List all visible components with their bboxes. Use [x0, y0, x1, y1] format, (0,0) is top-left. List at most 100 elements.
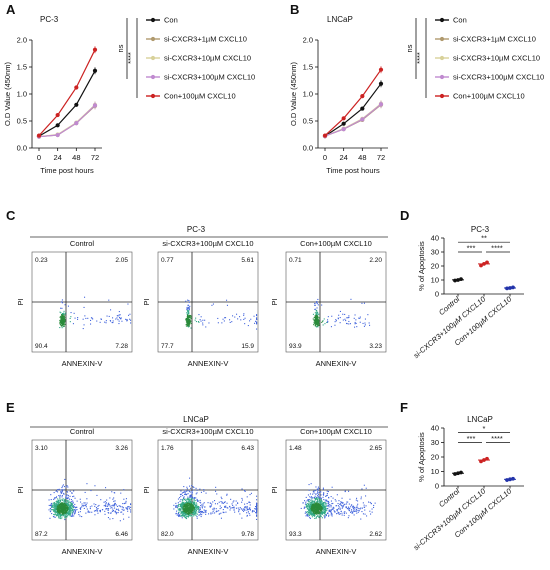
flow-x-label: ANNEXIN-V: [316, 359, 357, 368]
flow-y-label: PI: [142, 298, 151, 305]
data-point: [511, 285, 515, 290]
data-point: [511, 476, 515, 481]
flow-x-label: ANNEXIN-V: [316, 547, 357, 556]
flow-plot-title: si-CXCR3+100µM CXCL10: [162, 239, 253, 248]
legend-pc3: Con si-CXCR3+1µM CXCL10 si-CXCR3+10µM CXCL…: [116, 16, 255, 101]
data-point: [456, 278, 460, 282]
data-point: [341, 116, 346, 121]
y-axis-label: O.D Value (450nm): [3, 61, 12, 126]
x-tick-label: 48: [72, 153, 80, 162]
flow-x-label: ANNEXIN-V: [62, 547, 103, 556]
flow-row-lncap: Control 3.10 3.26 87.2 6.46 ANNEXIN-V PI si-CXC…: [16, 427, 387, 556]
flow-event-cloud: [59, 296, 132, 330]
series-line: [38, 49, 96, 137]
significance-label: ***: [467, 434, 476, 443]
data-point: [482, 458, 486, 462]
data-point: [508, 286, 512, 290]
data-point: [479, 263, 483, 268]
series-line: [324, 83, 382, 137]
y-tick-label: 10: [431, 467, 439, 476]
legend-label: si-CXCR3+10µM CXCL10: [164, 54, 251, 63]
y-axis-label: O.D Value (450nm): [289, 61, 298, 126]
y-tick-label: 1.5: [17, 63, 27, 72]
legend-label: si-CXCR3+100µM CXCL10: [164, 73, 255, 82]
series-line: [38, 105, 96, 138]
legend-label: Con: [453, 16, 467, 25]
data-point: [341, 121, 346, 126]
quadrant-lower-left: 93.3: [289, 531, 302, 538]
series-line: [324, 104, 382, 137]
y-tick-label: 0.5: [303, 117, 313, 126]
data-point: [505, 286, 509, 291]
data-point: [55, 112, 60, 118]
y-tick-label: 1.5: [303, 63, 313, 72]
quadrant-lower-right: 6.46: [115, 531, 128, 538]
data-point: [459, 470, 463, 475]
x-tick-label: 24: [53, 153, 61, 162]
quadrant-lower-right: 2.62: [369, 531, 382, 538]
legend-label: si-CXCR3+100µM CXCL10: [453, 73, 544, 82]
legend-label: Con+100µM CXCL10: [164, 92, 236, 101]
y-axis-label: % of Apoptosis: [417, 432, 426, 482]
y-tick-label: 0.5: [17, 117, 27, 126]
y-tick-label: 0.0: [303, 144, 313, 153]
x-tick-label: 72: [91, 153, 99, 162]
series-line: [324, 69, 382, 137]
panel-a-title: PC-3: [40, 15, 59, 24]
significance-label: ***: [467, 244, 476, 253]
x-axis-label: Time post hours: [326, 166, 380, 175]
sig-label-ns: ns: [405, 44, 414, 52]
x-tick-label: 48: [358, 153, 366, 162]
quadrant-lower-right: 7.28: [115, 343, 128, 350]
data-point: [360, 94, 365, 99]
significance-label: ****: [491, 244, 503, 253]
significance-label: *: [483, 424, 486, 433]
line-chart-lncap: 0.0 0.5 1.0 1.5 2.0 0 24 48 72 Time post hours O.D…: [289, 36, 388, 175]
panel-letter-f: F: [400, 400, 408, 415]
data-point: [74, 121, 79, 126]
data-point: [74, 85, 79, 90]
legend-label: si-CXCR3+1µM CXCL10: [164, 35, 247, 44]
flow-y-label: PI: [270, 486, 279, 493]
y-tick-label: 0.0: [17, 144, 27, 153]
series-line: [38, 104, 96, 138]
legend-swatch-marker: [439, 74, 445, 80]
y-tick-label: 1.0: [303, 90, 313, 99]
panel-f-title: LNCaP: [467, 415, 493, 424]
legend-swatch-marker: [439, 36, 445, 42]
x-tick-label: 24: [339, 153, 347, 162]
sig-label-stars: ****: [126, 52, 135, 64]
flow-plot-title: Control: [70, 427, 95, 436]
quadrant-lower-right: 15.9: [241, 343, 254, 350]
data-point: [482, 262, 486, 266]
data-point: [456, 471, 460, 476]
quadrant-lower-left: 77.7: [161, 343, 174, 350]
data-point: [55, 132, 60, 138]
y-axis-label: % of Apoptosis: [417, 241, 426, 291]
data-point: [508, 477, 512, 482]
legend-label: si-CXCR3+1µM CXCL10: [453, 35, 536, 44]
y-tick-label: 2.0: [303, 36, 313, 45]
data-point: [505, 478, 509, 482]
flow-y-label: PI: [16, 486, 25, 493]
flow-event-cloud: [185, 299, 258, 330]
quadrant-upper-left: 0.23: [35, 257, 48, 264]
flow-event-cloud: [300, 483, 376, 520]
flow-plot-title: si-CXCR3+100µM CXCL10: [162, 427, 253, 436]
legend-label: si-CXCR3+10µM CXCL10: [453, 54, 540, 63]
quadrant-lower-left: 93.9: [289, 343, 302, 350]
y-tick-label: 1.0: [17, 90, 27, 99]
flow-event-cloud: [48, 478, 132, 522]
y-tick-label: 10: [431, 276, 439, 285]
panel-letter-a: A: [6, 2, 16, 17]
quadrant-upper-right: 6.43: [241, 445, 254, 452]
panel-e-title: LNCaP: [183, 415, 209, 424]
panel-d-title: PC-3: [471, 225, 490, 234]
y-tick-label: 2.0: [17, 36, 27, 45]
quadrant-upper-left: 0.77: [161, 257, 174, 264]
data-point: [459, 277, 463, 282]
quadrant-upper-left: 3.10: [35, 445, 48, 452]
y-tick-label: 30: [431, 438, 439, 447]
quadrant-lower-left: 90.4: [35, 343, 48, 350]
